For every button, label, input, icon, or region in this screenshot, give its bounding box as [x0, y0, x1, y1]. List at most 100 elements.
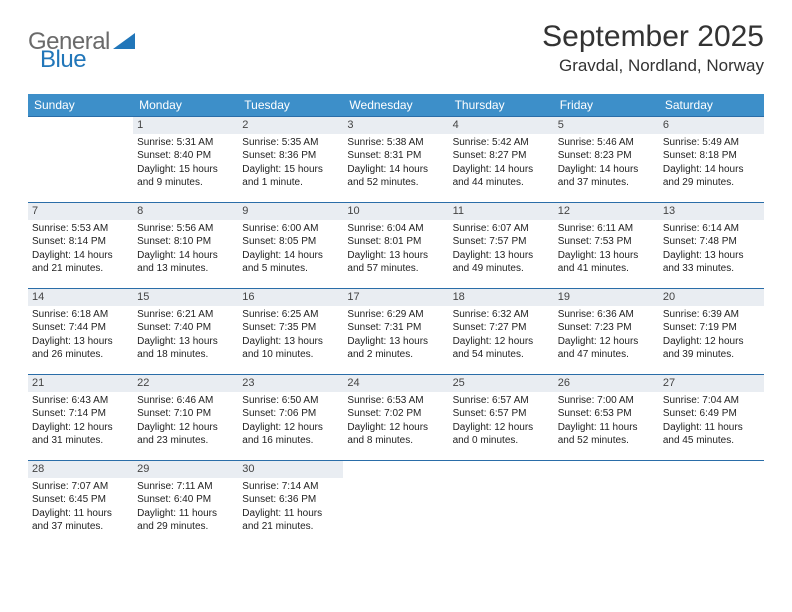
calendar-cell: 17Sunrise: 6:29 AMSunset: 7:31 PMDayligh… — [343, 289, 448, 375]
sunrise-text: Sunrise: 6:11 AM — [558, 222, 655, 236]
sunset-text: Sunset: 8:05 PM — [242, 235, 339, 249]
sunset-text: Sunset: 7:35 PM — [242, 321, 339, 335]
sunset-text: Sunset: 6:57 PM — [453, 407, 550, 421]
sunrise-text: Sunrise: 6:36 AM — [558, 308, 655, 322]
sunset-text: Sunset: 7:19 PM — [663, 321, 760, 335]
calendar-week-row: 28Sunrise: 7:07 AMSunset: 6:45 PMDayligh… — [28, 461, 764, 547]
location-text: Gravdal, Nordland, Norway — [542, 56, 764, 76]
calendar-week-row: 7Sunrise: 5:53 AMSunset: 8:14 PMDaylight… — [28, 203, 764, 289]
daylight-text: Daylight: 13 hours and 57 minutes. — [347, 249, 444, 276]
sunset-text: Sunset: 6:45 PM — [32, 493, 129, 507]
weekday-header: Friday — [554, 94, 659, 117]
day-number: 9 — [238, 203, 343, 220]
day-number: 24 — [343, 375, 448, 392]
day-number: 26 — [554, 375, 659, 392]
sunrise-text: Sunrise: 6:39 AM — [663, 308, 760, 322]
calendar-cell: 4Sunrise: 5:42 AMSunset: 8:27 PMDaylight… — [449, 117, 554, 203]
day-number: 4 — [449, 117, 554, 134]
calendar-cell: 2 Sunrise: 5:35 AMSunset: 8:36 PMDaylight… — [238, 117, 343, 203]
sunrise-text: Sunrise: 7:00 AM — [558, 394, 655, 408]
sunrise-text: Sunrise: 6:18 AM — [32, 308, 129, 322]
daylight-text: Daylight: 15 hours and 9 minutes. — [137, 163, 234, 190]
calendar-cell: 25Sunrise: 6:57 AMSunset: 6:57 PMDayligh… — [449, 375, 554, 461]
sunset-text: Sunset: 7:14 PM — [32, 407, 129, 421]
sunset-text: Sunset: 8:10 PM — [137, 235, 234, 249]
calendar-cell: 6Sunrise: 5:49 AMSunset: 8:18 PMDaylight… — [659, 117, 764, 203]
title-block: September 2025 Gravdal, Nordland, Norway — [542, 20, 764, 76]
day-number: 13 — [659, 203, 764, 220]
sunset-text: Sunset: 7:23 PM — [558, 321, 655, 335]
daylight-text: Daylight: 13 hours and 33 minutes. — [663, 249, 760, 276]
calendar-week-row: 14Sunrise: 6:18 AMSunset: 7:44 PMDayligh… — [28, 289, 764, 375]
day-number: 14 — [28, 289, 133, 306]
sunrise-text: Sunrise: 5:49 AM — [663, 136, 760, 150]
sunrise-text: Sunrise: 5:53 AM — [32, 222, 129, 236]
calendar-cell — [28, 117, 133, 203]
day-number: 3 — [343, 117, 448, 134]
sunrise-text: Sunrise: 6:21 AM — [137, 308, 234, 322]
sunset-text: Sunset: 8:31 PM — [347, 149, 444, 163]
sunset-text: Sunset: 8:40 PM — [137, 149, 234, 163]
daylight-text: Daylight: 14 hours and 44 minutes. — [453, 163, 550, 190]
month-title: September 2025 — [542, 20, 764, 54]
sunrise-text: Sunrise: 6:00 AM — [242, 222, 339, 236]
day-number: 23 — [238, 375, 343, 392]
calendar-cell: 12Sunrise: 6:11 AMSunset: 7:53 PMDayligh… — [554, 203, 659, 289]
sunset-text: Sunset: 6:53 PM — [558, 407, 655, 421]
sunset-text: Sunset: 7:48 PM — [663, 235, 760, 249]
sunrise-text: Sunrise: 6:07 AM — [453, 222, 550, 236]
weekday-header: Thursday — [449, 94, 554, 117]
sunset-text: Sunset: 6:49 PM — [663, 407, 760, 421]
daylight-text: Daylight: 13 hours and 2 minutes. — [347, 335, 444, 362]
daylight-text: Daylight: 12 hours and 47 minutes. — [558, 335, 655, 362]
daylight-text: Daylight: 11 hours and 45 minutes. — [663, 421, 760, 448]
calendar-cell: 22Sunrise: 6:46 AMSunset: 7:10 PMDayligh… — [133, 375, 238, 461]
sunset-text: Sunset: 7:53 PM — [558, 235, 655, 249]
daylight-text: Daylight: 14 hours and 52 minutes. — [347, 163, 444, 190]
sunrise-text: Sunrise: 5:35 AM — [242, 136, 339, 150]
calendar-cell: 24Sunrise: 6:53 AMSunset: 7:02 PMDayligh… — [343, 375, 448, 461]
sunset-text: Sunset: 8:14 PM — [32, 235, 129, 249]
sunrise-text: Sunrise: 6:29 AM — [347, 308, 444, 322]
daylight-text: Daylight: 14 hours and 5 minutes. — [242, 249, 339, 276]
day-number: 29 — [133, 461, 238, 478]
calendar-cell: 5Sunrise: 5:46 AMSunset: 8:23 PMDaylight… — [554, 117, 659, 203]
logo-triangle-icon — [113, 31, 135, 54]
day-number: 12 — [554, 203, 659, 220]
day-number: 8 — [133, 203, 238, 220]
daylight-text: Daylight: 12 hours and 39 minutes. — [663, 335, 760, 362]
weekday-header: Saturday — [659, 94, 764, 117]
day-number: 5 — [554, 117, 659, 134]
daylight-text: Daylight: 12 hours and 23 minutes. — [137, 421, 234, 448]
calendar-cell: 23 Sunrise: 6:50 AMSunset: 7:06 PMDayligh… — [238, 375, 343, 461]
sunset-text: Sunset: 7:06 PM — [242, 407, 339, 421]
daylight-text: Daylight: 14 hours and 21 minutes. — [32, 249, 129, 276]
sunrise-text: Sunrise: 5:31 AM — [137, 136, 234, 150]
weekday-header: Sunday — [28, 94, 133, 117]
weekday-header: Wednesday — [343, 94, 448, 117]
weekday-header: Tuesday — [238, 94, 343, 117]
daylight-text: Daylight: 12 hours and 8 minutes. — [347, 421, 444, 448]
daylight-text: Daylight: 13 hours and 10 minutes. — [242, 335, 339, 362]
sunrise-text: Sunrise: 5:56 AM — [137, 222, 234, 236]
daylight-text: Daylight: 14 hours and 13 minutes. — [137, 249, 234, 276]
daylight-text: Daylight: 15 hours and 1 minute. — [242, 163, 339, 190]
sunrise-text: Sunrise: 6:50 AM — [242, 394, 339, 408]
calendar-page: General September 2025 Gravdal, Nordland… — [0, 0, 792, 567]
calendar-cell: 3 Sunrise: 5:38 AMSunset: 8:31 PMDaylight… — [343, 117, 448, 203]
daylight-text: Daylight: 12 hours and 16 minutes. — [242, 421, 339, 448]
daylight-text: Daylight: 12 hours and 54 minutes. — [453, 335, 550, 362]
weekday-header-row: Sunday Monday Tuesday Wednesday Thursday… — [28, 94, 764, 117]
calendar-cell: 8 Sunrise: 5:56 AMSunset: 8:10 PMDaylight… — [133, 203, 238, 289]
calendar-cell: 30Sunrise: 7:14 AMSunset: 6:36 PMDayligh… — [238, 461, 343, 547]
calendar-cell — [554, 461, 659, 547]
calendar-cell: 29Sunrise: 7:11 AMSunset: 6:40 PMDayligh… — [133, 461, 238, 547]
calendar-cell: 27Sunrise: 7:04 AMSunset: 6:49 PMDayligh… — [659, 375, 764, 461]
sunrise-text: Sunrise: 6:04 AM — [347, 222, 444, 236]
sunset-text: Sunset: 7:27 PM — [453, 321, 550, 335]
sunset-text: Sunset: 7:40 PM — [137, 321, 234, 335]
day-number: 2 — [238, 117, 343, 134]
day-number: 7 — [28, 203, 133, 220]
sunset-text: Sunset: 8:36 PM — [242, 149, 339, 163]
sunrise-text: Sunrise: 5:38 AM — [347, 136, 444, 150]
